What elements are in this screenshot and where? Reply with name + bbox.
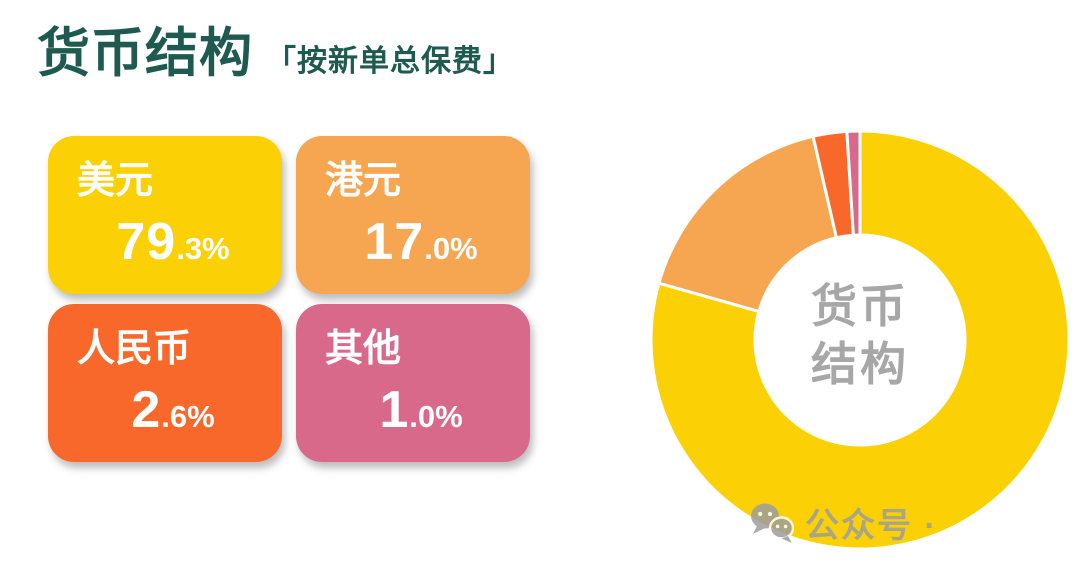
currency-value-hkd: 17.0% xyxy=(296,216,530,268)
header: 货币结构 「按新单总保费」 xyxy=(37,24,514,85)
card-usd: 美元 79.3% xyxy=(48,136,282,294)
donut-slice-hkd xyxy=(657,134,838,313)
value-int: 1 xyxy=(379,381,410,439)
currency-value-other: 1.0% xyxy=(296,384,530,436)
value-frac: .0% xyxy=(409,399,463,434)
value-int: 79 xyxy=(116,213,177,271)
donut-slice-other xyxy=(845,129,862,237)
donut-slice-usd xyxy=(649,129,1071,551)
currency-value-usd: 79.3% xyxy=(48,216,282,268)
watermark-text: 公众号 · xyxy=(805,507,938,545)
value-int: 2 xyxy=(131,381,162,439)
currency-label-other: 其他 xyxy=(325,328,402,370)
card-hkd: 港元 17.0% xyxy=(296,136,530,294)
value-frac: .6% xyxy=(161,399,215,434)
currency-label-hkd: 港元 xyxy=(325,160,402,202)
currency-label-rmb: 人民币 xyxy=(77,328,192,370)
watermark: 公众号 · xyxy=(750,498,938,547)
donut-center-label: 货币 结构 xyxy=(811,278,909,393)
page-title: 货币结构 xyxy=(37,24,253,83)
donut-center-line-2: 结构 xyxy=(811,337,909,390)
page-subtitle: 「按新单总保费」 xyxy=(266,44,514,78)
value-int: 17 xyxy=(364,213,425,271)
card-other: 其他 1.0% xyxy=(296,304,530,462)
donut-center-line-1: 货币 xyxy=(811,279,909,332)
wechat-icon xyxy=(751,503,795,543)
value-frac: .0% xyxy=(424,231,478,266)
value-frac: .3% xyxy=(176,231,230,266)
currency-value-rmb: 2.6% xyxy=(48,384,282,436)
card-rmb: 人民币 2.6% xyxy=(48,304,282,462)
currency-cards: 美元 79.3% 港元 17.0% 人民币 2.6% 其他 1.0% xyxy=(48,136,530,462)
donut-chart: 货币 结构 xyxy=(648,128,1072,552)
currency-label-usd: 美元 xyxy=(77,160,154,202)
donut-svg xyxy=(649,129,1071,551)
